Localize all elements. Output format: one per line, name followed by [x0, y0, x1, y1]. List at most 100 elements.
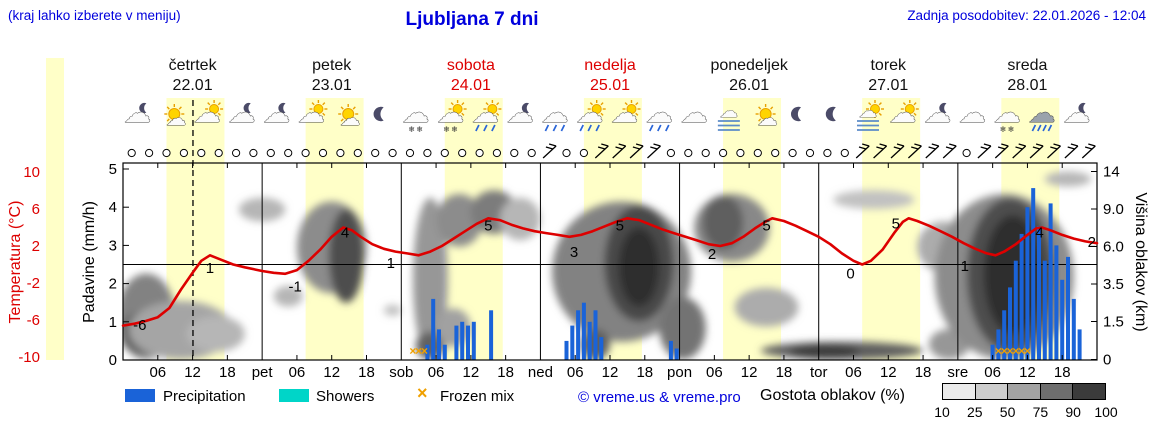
- cloud-tick-label: 9.0: [1103, 201, 1124, 218]
- precipitation-bar: [437, 329, 441, 360]
- precipitation-bar: [576, 310, 581, 360]
- x-hour-label: 18: [219, 364, 236, 381]
- sun-ray: [178, 106, 182, 110]
- x-day-label: sre: [947, 364, 968, 381]
- weather-icon-cloud-moon: ☁: [924, 98, 952, 129]
- cloud-icon: ☁: [507, 98, 534, 128]
- weather-icon-sun-cloud: ☁: [755, 104, 778, 130]
- wind-barb: [629, 145, 644, 159]
- wind-barb-feathers: [911, 143, 922, 150]
- sun-disc: [452, 104, 463, 114]
- x-hour-label: 12: [741, 364, 758, 381]
- precip-tick-label: 1: [109, 314, 117, 331]
- temperature-value-label: 1: [206, 260, 214, 277]
- wind-calm-circle: [475, 148, 484, 158]
- precipitation-bar: [593, 310, 598, 360]
- precipitation-bar: [489, 310, 494, 360]
- precip-tick-label: 5: [109, 161, 117, 178]
- sun-ray: [461, 112, 465, 116]
- wind-calm-circle: [284, 148, 293, 158]
- precipitation-bar: [1060, 279, 1065, 360]
- weather-icon-rain: ☁: [541, 98, 569, 132]
- cloud-icon: ☁: [228, 98, 255, 128]
- wind-barb-feathers: [1084, 143, 1096, 150]
- location-menu-note[interactable]: (kraj lahko izberete v meniju): [8, 8, 181, 23]
- wind-calm-circle: [266, 148, 275, 158]
- precipitation-bar: [1048, 203, 1053, 360]
- wind-calm-circle: [666, 148, 676, 158]
- moon-icon: [521, 102, 530, 114]
- cloud-icon: ☁: [576, 98, 603, 128]
- precipitation-legend-label: Precipitation: [163, 388, 246, 405]
- precipitation-bar: [442, 344, 447, 360]
- page-title: Ljubljana 7 dni: [405, 9, 539, 30]
- temperature-value-label: 4: [1035, 225, 1043, 242]
- sun-ray: [868, 102, 872, 106]
- frozen-mix-marker: ×: [409, 344, 416, 358]
- wind-calm-circle: [805, 148, 815, 158]
- weather-icon-moon: [373, 106, 384, 122]
- cloud-icon: ☁: [340, 108, 360, 130]
- weather-icon-cloud-moon: ☁: [228, 98, 256, 129]
- precipitation-bar: [1037, 226, 1041, 360]
- moon-icon: [1078, 102, 1086, 114]
- temp-tick-label: 10: [23, 164, 40, 181]
- sun-icon: [622, 100, 641, 118]
- cloud-density-scale-label: 25: [967, 404, 983, 420]
- sun-ray: [902, 102, 907, 106]
- wind-calm-circle: [527, 148, 536, 158]
- sun-ray: [589, 112, 593, 116]
- wind-barb-feathers: [632, 143, 644, 150]
- sun-ray: [485, 102, 489, 106]
- frozen-mix-marker: ×: [415, 344, 422, 358]
- day-date: 22.01: [173, 77, 213, 94]
- sun-ray: [496, 102, 500, 106]
- showers-legend-label: Showers: [316, 388, 375, 405]
- sun-disc: [759, 108, 772, 120]
- x-hour-label: 18: [915, 364, 932, 381]
- sun-ray: [217, 102, 221, 106]
- cloud-icon: ☁: [859, 101, 877, 121]
- rain-drop: [475, 124, 480, 132]
- wind-calm-circle: [510, 148, 519, 158]
- sun-disc: [168, 108, 181, 120]
- cloud-region: [273, 285, 303, 307]
- cloud-region: [436, 194, 483, 247]
- sun-ray: [624, 102, 628, 106]
- sun-disc: [313, 104, 324, 114]
- precipitation-bar: [1066, 256, 1070, 360]
- copyright-link[interactable]: © vreme.us & vreme.pro: [578, 389, 741, 406]
- x-day-label: pet: [252, 364, 274, 381]
- x-hour-label: 12: [1019, 364, 1036, 381]
- temperature-value-label: 1: [387, 255, 395, 272]
- wind-calm-circle: [179, 148, 188, 158]
- sun-disc: [487, 104, 498, 114]
- wind-calm-circle: [736, 148, 745, 158]
- sun-icon: [205, 100, 224, 118]
- sun-ray: [624, 112, 628, 116]
- precipitation-bar: [431, 298, 436, 360]
- rain-drop: [1042, 124, 1047, 132]
- precipitation-bar: [674, 348, 679, 360]
- sun-icon: [866, 100, 884, 118]
- wind-barb-feathers: [597, 143, 609, 150]
- day-name: sobota: [447, 57, 495, 74]
- precipitation-bar: [1042, 260, 1047, 360]
- rain-drop: [587, 124, 592, 132]
- x-hour-label: 06: [428, 364, 445, 381]
- wind-barb: [647, 145, 661, 159]
- cloud-region: [734, 287, 799, 327]
- temperature-value-label: 5: [892, 215, 900, 232]
- x-hour-label: 12: [602, 364, 619, 381]
- snowflake-icon: ❄: [1000, 125, 1007, 134]
- wind-calm-circle: [162, 148, 171, 158]
- sun-ray: [352, 118, 356, 122]
- cloud-density-cell: [1040, 384, 1074, 399]
- weather-icon-cloud-sun: ☁: [611, 98, 641, 128]
- wind-barb: [942, 145, 957, 159]
- frozen-mix-legend-marker: ×: [417, 383, 428, 403]
- wind-barb-feathers: [650, 143, 661, 150]
- weather-icon-snow: ☁❄ ❄: [993, 98, 1021, 134]
- x-hour-label: 12: [323, 364, 340, 381]
